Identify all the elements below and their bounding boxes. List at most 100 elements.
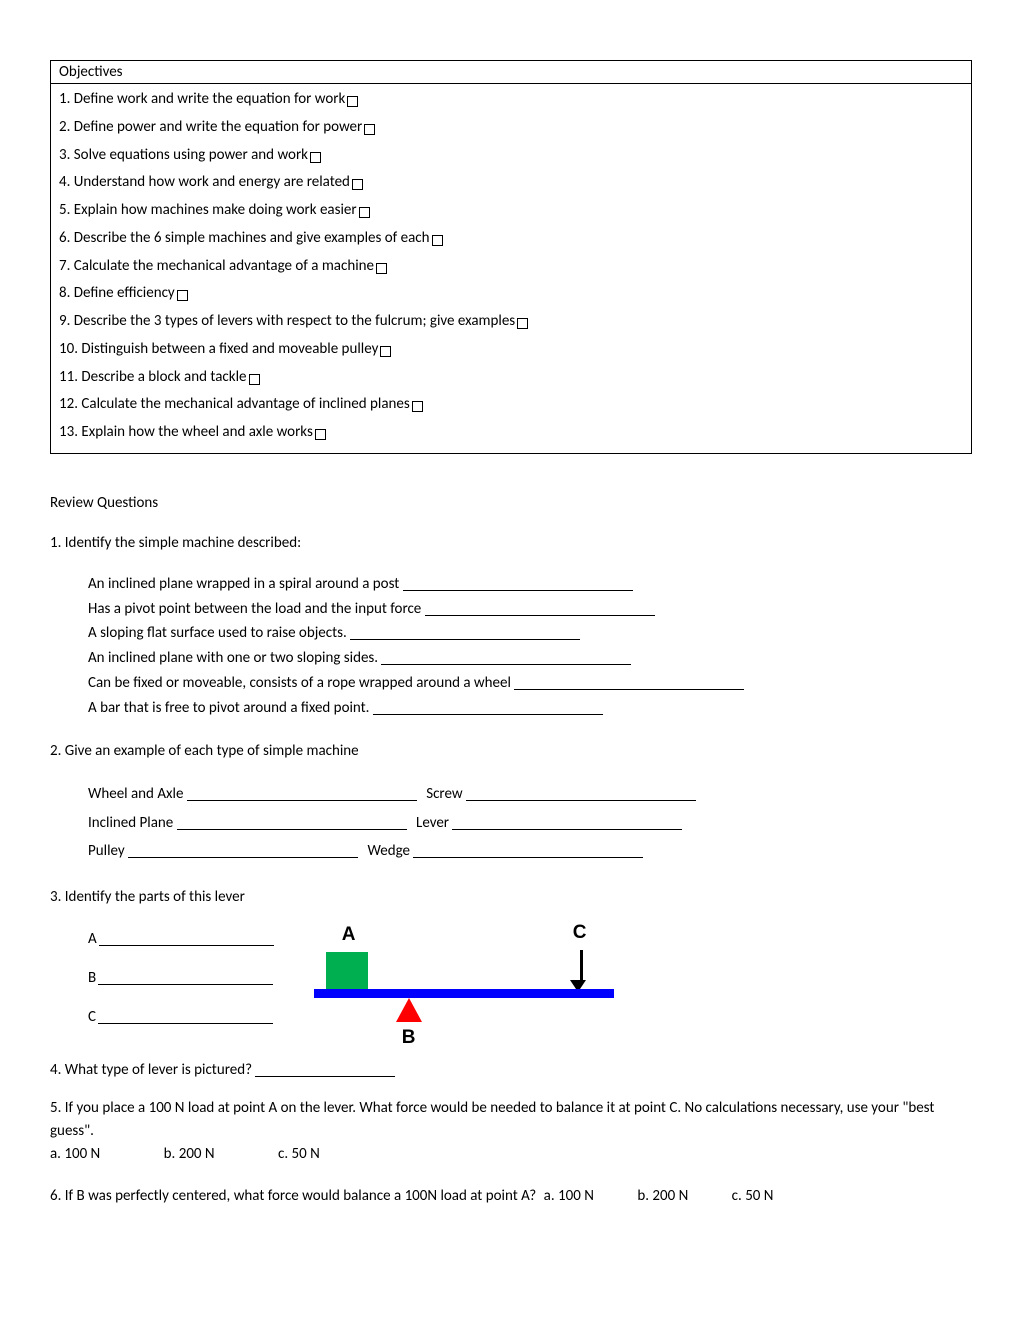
objective-item: 10. Distinguish between a fixed and move…: [59, 336, 963, 364]
q1-blank[interactable]: [373, 699, 603, 715]
q3-answer-blank[interactable]: [98, 1008, 273, 1024]
objective-checkbox[interactable]: [517, 318, 528, 329]
q3-answer-row: A: [88, 920, 274, 959]
objective-checkbox[interactable]: [177, 290, 188, 301]
objective-item: 7. Calculate the mechanical advantage of…: [59, 253, 963, 281]
objectives-header: Objectives: [51, 61, 971, 84]
question-3: 3. Identify the parts of this lever ABC …: [50, 888, 970, 1054]
objective-text: 11. Describe a block and tackle: [59, 368, 247, 386]
q1-prompt: 1. Identify the simple machine described…: [50, 534, 970, 552]
q2-left-blank[interactable]: [187, 785, 417, 801]
q1-blank[interactable]: [514, 674, 744, 690]
objective-item: 1. Define work and write the equation fo…: [59, 86, 963, 114]
q1-blank[interactable]: [381, 649, 631, 665]
q1-item: A bar that is free to pivot around a fix…: [88, 696, 970, 721]
question-5: 5. If you place a 100 N load at point A …: [50, 1097, 970, 1167]
q6-choice-a[interactable]: a. 100 N: [544, 1187, 594, 1205]
objective-checkbox[interactable]: [432, 235, 443, 246]
objective-item: 11. Describe a block and tackle: [59, 364, 963, 392]
review-questions-section: Review Questions 1. Identify the simple …: [50, 494, 970, 1208]
q2-left-label: Pulley: [88, 842, 128, 860]
q1-item: A sloping flat surface used to raise obj…: [88, 621, 970, 646]
q1-item-text: A sloping flat surface used to raise obj…: [88, 624, 350, 642]
objective-checkbox[interactable]: [310, 152, 321, 163]
q2-right-blank[interactable]: [413, 842, 643, 858]
q1-items: An inclined plane wrapped in a spiral ar…: [88, 572, 970, 721]
q4-blank[interactable]: [255, 1061, 395, 1077]
q2-row: Inclined Plane Lever: [88, 809, 970, 838]
objective-item: 3. Solve equations using power and work: [59, 142, 963, 170]
objective-checkbox[interactable]: [352, 179, 363, 190]
objective-text: 1. Define work and write the equation fo…: [59, 90, 345, 108]
q1-item: An inclined plane with one or two slopin…: [88, 646, 970, 671]
q2-left-label: Inclined Plane: [88, 814, 177, 832]
lever-diagram: A C B: [314, 914, 634, 1054]
objective-checkbox[interactable]: [347, 96, 358, 107]
q1-blank[interactable]: [350, 624, 580, 640]
review-title: Review Questions: [50, 494, 970, 512]
fulcrum-triangle-icon: [396, 998, 422, 1022]
q5-choices: a. 100 N b. 200 N c. 50 N: [50, 1143, 970, 1166]
question-6: 6. If B was perfectly centered, what for…: [50, 1185, 970, 1208]
q1-item-text: An inclined plane wrapped in a spiral ar…: [88, 575, 403, 593]
q6-choice-b[interactable]: b. 200 N: [637, 1187, 688, 1205]
q2-right-blank[interactable]: [452, 814, 682, 830]
objective-item: 4. Understand how work and energy are re…: [59, 169, 963, 197]
worksheet-page: Objectives 1. Define work and write the …: [0, 0, 1020, 1248]
q1-item: Can be fixed or moveable, consists of a …: [88, 671, 970, 696]
q1-item-text: A bar that is free to pivot around a fix…: [88, 699, 373, 717]
objective-checkbox[interactable]: [315, 429, 326, 440]
objective-checkbox[interactable]: [359, 207, 370, 218]
objective-text: 12. Calculate the mechanical advantage o…: [59, 395, 410, 413]
objective-item: 8. Define efficiency: [59, 280, 963, 308]
objective-checkbox[interactable]: [380, 346, 391, 357]
objective-text: 5. Explain how machines make doing work …: [59, 201, 357, 219]
q6-choice-c[interactable]: c. 50 N: [732, 1187, 774, 1205]
q2-prompt: 2. Give an example of each type of simpl…: [50, 742, 970, 760]
q3-answer-blank[interactable]: [98, 969, 273, 985]
q1-blank[interactable]: [403, 575, 633, 591]
q6-text: 6. If B was perfectly centered, what for…: [50, 1187, 536, 1205]
q2-left-blank[interactable]: [177, 814, 407, 830]
q2-right-blank[interactable]: [466, 785, 696, 801]
q3-prompt: 3. Identify the parts of this lever: [50, 888, 970, 906]
q2-right-label: Lever: [413, 814, 453, 832]
diagram-label-a: A: [342, 924, 356, 946]
diagram-label-c: C: [573, 922, 587, 944]
objective-text: 6. Describe the 6 simple machines and gi…: [59, 229, 430, 247]
q3-answer-letter: C: [88, 1008, 96, 1026]
objective-item: 2. Define power and write the equation f…: [59, 114, 963, 142]
question-2: 2. Give an example of each type of simpl…: [50, 742, 970, 866]
objective-checkbox[interactable]: [412, 401, 423, 412]
objective-item: 9. Describe the 3 types of levers with r…: [59, 308, 963, 336]
q3-answer-letter: B: [88, 969, 96, 987]
objective-item: 6. Describe the 6 simple machines and gi…: [59, 225, 963, 253]
q1-item-text: Has a pivot point between the load and t…: [88, 600, 425, 618]
q1-blank[interactable]: [425, 600, 655, 616]
q2-left-blank[interactable]: [128, 842, 358, 858]
objective-text: 3. Solve equations using power and work: [59, 146, 308, 164]
force-arrow-icon: [577, 950, 587, 992]
diagram-label-b: B: [402, 1027, 416, 1049]
q3-answer-row: C: [88, 998, 274, 1037]
q3-answer-blank[interactable]: [99, 930, 274, 946]
objective-text: 9. Describe the 3 types of levers with r…: [59, 312, 515, 330]
objectives-body: 1. Define work and write the equation fo…: [51, 84, 971, 453]
objective-checkbox[interactable]: [376, 263, 387, 274]
q2-right-label: Wedge: [364, 842, 413, 860]
q5-choice-c[interactable]: c. 50 N: [278, 1143, 320, 1166]
q2-right-label: Screw: [423, 785, 466, 803]
q1-item: An inclined plane wrapped in a spiral ar…: [88, 572, 970, 597]
objective-text: 4. Understand how work and energy are re…: [59, 173, 350, 191]
objective-item: 13. Explain how the wheel and axle works: [59, 419, 963, 447]
q2-row: Wheel and Axle Screw: [88, 780, 970, 809]
q5-choice-a[interactable]: a. 100 N: [50, 1143, 100, 1166]
objective-text: 13. Explain how the wheel and axle works: [59, 423, 313, 441]
objective-text: 7. Calculate the mechanical advantage of…: [59, 257, 374, 275]
q5-choice-b[interactable]: b. 200 N: [164, 1143, 215, 1166]
objective-checkbox[interactable]: [249, 374, 260, 385]
objective-checkbox[interactable]: [364, 124, 375, 135]
objective-item: 12. Calculate the mechanical advantage o…: [59, 391, 963, 419]
q3-answer-row: B: [88, 959, 274, 998]
q2-left-label: Wheel and Axle: [88, 785, 187, 803]
